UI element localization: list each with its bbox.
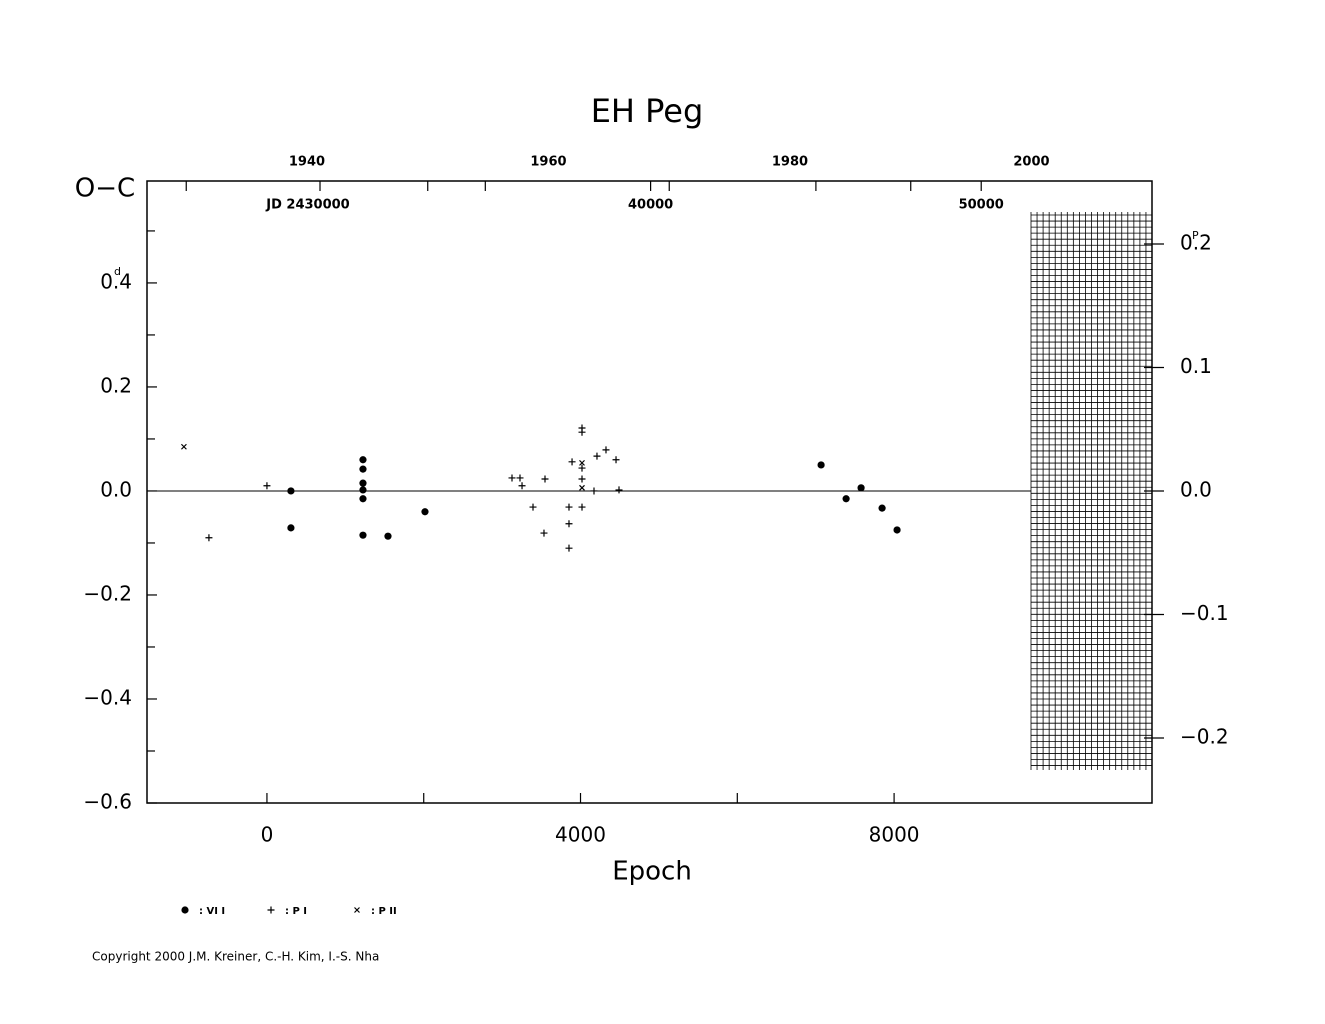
year-label: 2000: [1013, 155, 1049, 170]
data-point: [579, 459, 585, 466]
data-point: [205, 534, 213, 542]
data-point: [518, 482, 526, 490]
data-point: [878, 504, 886, 512]
data-point: [359, 531, 367, 539]
legend-marker: [267, 906, 275, 914]
plot-frame: [146, 180, 1153, 804]
x-tick-label: 8000: [869, 823, 920, 847]
data-point: [578, 428, 586, 436]
data-point: [529, 503, 537, 511]
data-point: [590, 487, 598, 495]
data-point: [602, 446, 610, 454]
y2-tick-label: −0.1: [1180, 601, 1229, 625]
jd-label: 50000: [959, 198, 1004, 213]
data-point: [421, 508, 429, 516]
data-point: [263, 482, 271, 490]
data-point: [578, 503, 586, 511]
y2-tick-label: −0.2: [1180, 725, 1229, 749]
y-tick-label: −0.4: [83, 685, 132, 709]
data-point: [359, 456, 367, 464]
data-point: [287, 524, 295, 532]
data-point: [508, 474, 516, 482]
y-axis-label: O−C: [75, 174, 135, 204]
data-point: [578, 475, 586, 483]
data-point: [565, 503, 573, 511]
legend-label: : P I: [285, 906, 307, 917]
y2-tick-label: 0.0: [1180, 478, 1212, 502]
data-point: [565, 520, 573, 528]
data-point: [579, 484, 585, 491]
data-point: [180, 443, 187, 450]
year-label: 1960: [530, 155, 566, 170]
data-point: [615, 486, 623, 494]
data-point: [857, 484, 865, 492]
y-tick-label: −0.2: [83, 581, 132, 605]
data-point: [384, 532, 392, 540]
jd-label: 40000: [628, 198, 673, 213]
y-tick-label: 0.0: [100, 477, 132, 501]
data-point: [359, 479, 367, 487]
data-point: [287, 487, 295, 495]
legend-marker: [181, 906, 189, 914]
y2-tick-label: 0.2: [1180, 230, 1212, 254]
y-tick-label: 0.2: [100, 373, 132, 397]
data-point: [516, 474, 524, 482]
data-point: [359, 495, 367, 503]
chart-title: EH Peg: [591, 92, 704, 130]
y-tick-label: 0.4: [100, 269, 132, 293]
data-point: [541, 475, 549, 483]
legend-marker: [354, 907, 360, 913]
data-point: [540, 529, 548, 537]
y2-tick-label: 0.1: [1180, 354, 1212, 378]
legend-label: : P II: [371, 906, 397, 917]
year-label: 1980: [772, 155, 808, 170]
data-point: [612, 456, 620, 464]
y2-unit: P: [1192, 229, 1199, 242]
data-point: [817, 461, 825, 469]
x-tick-label: 4000: [555, 823, 606, 847]
copyright: Copyright 2000 J.M. Kreiner, C.-H. Kim, …: [92, 950, 379, 964]
y-tick-label: −0.6: [83, 790, 132, 814]
year-label: 1940: [289, 155, 325, 170]
data-point: [578, 464, 586, 472]
x-axis-label: Epoch: [612, 857, 692, 887]
data-point: [565, 544, 573, 552]
data-point: [593, 452, 601, 460]
data-point: [893, 526, 901, 534]
data-point: [842, 495, 850, 503]
jd-label: JD 2430000: [265, 198, 349, 213]
legend-label: : VI I: [199, 906, 225, 917]
data-point: [359, 486, 367, 494]
x-tick-label: 0: [261, 823, 274, 847]
data-point: [359, 465, 367, 473]
y-unit: d: [114, 265, 121, 278]
data-point: [568, 458, 576, 466]
